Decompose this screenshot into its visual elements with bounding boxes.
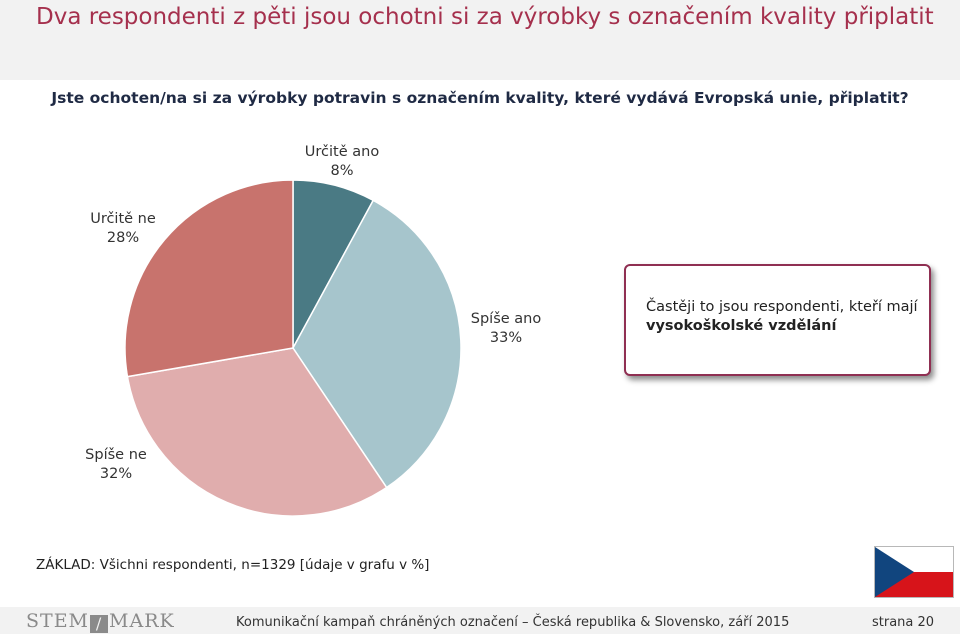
footer-text: Komunikační kampaň chráněných označení –…: [236, 615, 790, 630]
callout-box: Častěji to jsou respondenti, kteří mají …: [624, 264, 931, 376]
title-band: [0, 0, 960, 80]
slice-label-urcite-ano: Určitě ano 8%: [292, 143, 392, 181]
slice-label-name: Spíše ne: [85, 447, 147, 463]
question-text: Jste ochoten/na si za výrobky potravin s…: [51, 89, 909, 107]
czech-flag-icon: [874, 546, 954, 598]
pie-slice-3: [124, 179, 294, 378]
slice-label-urcite-ne: Určitě ne 28%: [73, 210, 173, 248]
stemmark-logo: STEM / MARK: [26, 610, 175, 633]
pie-slice-2: [126, 347, 388, 517]
slice-label-name: Určitě ne: [90, 211, 156, 227]
slice-label-value: 32%: [99, 466, 133, 482]
slice-label-value: 28%: [106, 230, 140, 246]
pie-slice-1: [292, 199, 462, 489]
slice-label-spise-ne: Spíše ne 32%: [66, 446, 166, 484]
flag-blue-wedge: [875, 547, 914, 597]
base-note: ZÁKLAD: Všichni respondenti, n=1329 [úda…: [36, 557, 430, 573]
slice-label-name: Určitě ano: [304, 144, 380, 160]
callout-text: Častěji to jsou respondenti, kteří mají: [646, 299, 918, 315]
callout-emphasis: vysokoškolské vzdělání: [646, 318, 837, 334]
slice-label-value: 8%: [330, 163, 354, 179]
slice-label-name: Spíše ano: [470, 311, 542, 327]
page-number: strana 20: [872, 615, 935, 630]
slice-label-value: 33%: [489, 330, 523, 346]
footer-band: [0, 607, 960, 634]
logo-text-left: STEM: [26, 610, 90, 632]
slide-title: Dva respondenti z pěti jsou ochotni si z…: [36, 4, 934, 30]
logo-text-right: MARK: [109, 610, 175, 632]
logo-mark-icon: /: [90, 615, 109, 633]
slice-label-spise-ano: Spíše ano 33%: [456, 310, 556, 348]
